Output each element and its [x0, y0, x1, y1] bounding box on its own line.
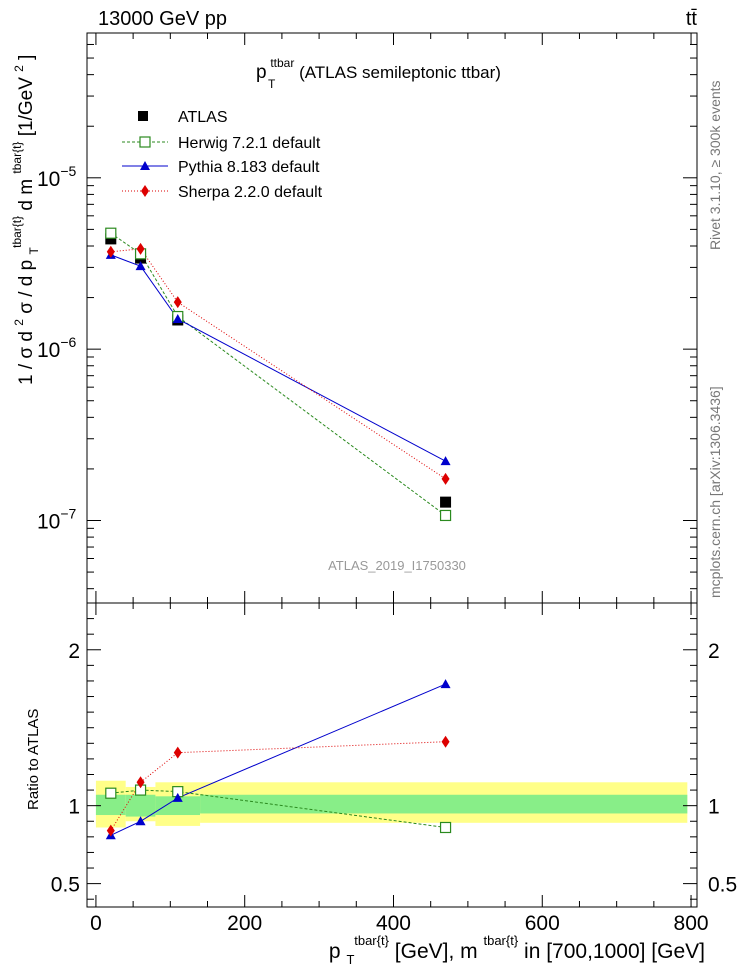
legend: ATLAS Herwig 7.2.1 default Pythia 8.183 …: [122, 109, 323, 201]
ratio-x-tick-label: 0: [90, 912, 102, 935]
main-point-herwig: [439, 509, 452, 522]
ratio-point-pythia: [440, 679, 451, 689]
ratio-y-tick-label-right: 1: [708, 796, 720, 819]
ylabel-sup-tbar-1: tbar{t}: [10, 216, 24, 248]
main-point-pythia: [440, 456, 451, 466]
xlabel-sub-t: T: [346, 952, 354, 967]
ratio-point-sherpa: [136, 776, 145, 789]
main-series-markers: [105, 227, 452, 522]
ratio-line-herwig: [110, 789, 446, 828]
main-point-sherpa: [173, 296, 182, 309]
main-line-pythia: [110, 254, 446, 462]
x-axis-label: p T tbar{t} [GeV], m tbar{t} in [700,100…: [329, 927, 705, 969]
ratio-y-tick-label: 0.5: [51, 874, 80, 897]
ratio-stat-uncertainty-band: [200, 794, 688, 814]
ratio-point-pythia: [135, 816, 146, 826]
plot-title-sup: ttbar: [270, 56, 294, 70]
ratio-x-tick-label: 800: [674, 912, 709, 935]
legend-label-sherpa: Sherpa 2.2.0 default: [178, 184, 323, 201]
ratio-y-tick-label-right: 2: [708, 640, 720, 663]
header-process-label: tt̄: [686, 8, 698, 30]
ratio-stat-uncertainty-band: [155, 796, 201, 816]
ratio-x-tick-label: 600: [525, 912, 560, 935]
main-point-pythia: [172, 313, 183, 323]
xlabel-sup-2: tbar{t}: [483, 933, 518, 948]
ratio-y-tick-label: 1: [68, 796, 80, 819]
analysis-watermark: ATLAS_2019_I1750330: [328, 558, 466, 573]
ratio-x-tick-label: 400: [376, 912, 411, 935]
ratio-stat-uncertainty-band: [95, 794, 126, 816]
ratio-point-herwig: [439, 821, 452, 834]
ylabel-part-e: ]: [16, 55, 37, 60]
xlabel-p: p: [329, 940, 341, 963]
ratio-y-tick-label: 2: [68, 640, 80, 663]
main-point-atlas: [440, 496, 452, 508]
xlabel-sup-1: tbar{t}: [354, 933, 389, 948]
ratio-point-sherpa: [106, 824, 115, 837]
header-collision-label: 13000 GeV pp: [98, 8, 227, 30]
xlabel-rest: in [700,1000] [GeV]: [524, 940, 705, 963]
legend-marker-sherpa: [141, 185, 149, 197]
svg-text:1 / σ d 2 σ /: 1 / σ d 2 σ / d p T tbar{t} d m tbar{t} …: [5, 55, 43, 385]
main-line-sherpa: [110, 248, 446, 480]
legend-label-atlas: ATLAS: [178, 109, 228, 126]
main-y-axis-label: 1 / σ d 2 σ / d p T tbar{t} d m tbar{t} …: [5, 55, 43, 385]
main-point-herwig: [105, 227, 117, 239]
ratio-series-markers: [105, 679, 452, 840]
main-point-atlas: [105, 233, 117, 245]
rivet-version-label: Rivet 3.1.10, ≥ 300k events: [707, 80, 723, 250]
plot-title-rest: (ATLAS semileptonic ttbar): [299, 63, 501, 82]
main-y-tick-label: 10−6: [37, 334, 77, 362]
main-panel: 10−7 10−6 10−5 p ttbar (ATLAS semileptonic…: [5, 32, 698, 604]
ratio-line-pythia: [110, 683, 446, 836]
ratio-series-lines: [110, 683, 446, 836]
ratio-point-sherpa: [441, 735, 450, 748]
plot-title-p: p: [256, 62, 267, 83]
legend-label-pythia: Pythia 8.183 default: [178, 159, 320, 176]
ylabel-sup-2a: 2: [12, 319, 26, 326]
ylabel-part-d: [1/GeV: [16, 77, 37, 136]
ylabel-sup-tbar-2: tbar{t}: [10, 142, 24, 174]
main-series-lines: [110, 232, 446, 516]
main-y-tick-label: 10−7: [37, 505, 77, 533]
mcplots-label: mcplots.cern.ch [arXiv:1306.3436]: [707, 386, 723, 598]
main-line-herwig: [110, 232, 446, 516]
legend-marker-pythia: [140, 161, 150, 170]
ratio-x-tick-label: 200: [227, 912, 262, 935]
ylabel-part-c: d m: [16, 179, 37, 211]
ratio-panel: 0 200 400 600 800 0.5 0.5 1 1 2 2 Ratio to ATLAS p…: [25, 602, 737, 969]
main-y-tick-label: 10−5: [37, 163, 77, 191]
legend-label-herwig: Herwig 7.2.1 default: [178, 135, 321, 152]
ylabel-part-b: σ / d p: [16, 260, 37, 314]
ratio-point-sherpa: [173, 746, 182, 759]
legend-marker-atlas: [138, 111, 148, 121]
ratio-point-herwig: [105, 787, 117, 799]
ratio-y-tick-label-right: 0.5: [708, 874, 737, 897]
legend-marker-herwig: [139, 136, 151, 148]
ratio-plot-frame: [86, 602, 698, 908]
main-point-sherpa: [441, 472, 450, 485]
plot-title: p ttbar (ATLAS semileptonic ttbar): [256, 52, 501, 83]
main-point-sherpa: [136, 242, 145, 255]
ylabel-part-a: 1 / σ d: [16, 331, 37, 385]
ratio-stat-uncertainty-band: [125, 794, 156, 817]
main-axis-ticks: 10−7 10−6 10−5: [37, 33, 697, 603]
xlabel-mid: [GeV], m: [395, 940, 478, 963]
ratio-point-pythia: [172, 792, 183, 802]
ratio-axis-ticks: 0 200 400 600 800 0.5 0.5 1 1 2 2: [51, 603, 737, 935]
main-point-sherpa: [106, 245, 115, 258]
ylabel-sub-t: T: [27, 247, 41, 255]
plot-title-sub: T: [268, 77, 276, 91]
ratio-y-axis-label: Ratio to ATLAS: [25, 709, 42, 810]
main-point-pythia: [135, 261, 146, 271]
ylabel-sup-2b: 2: [12, 65, 26, 72]
